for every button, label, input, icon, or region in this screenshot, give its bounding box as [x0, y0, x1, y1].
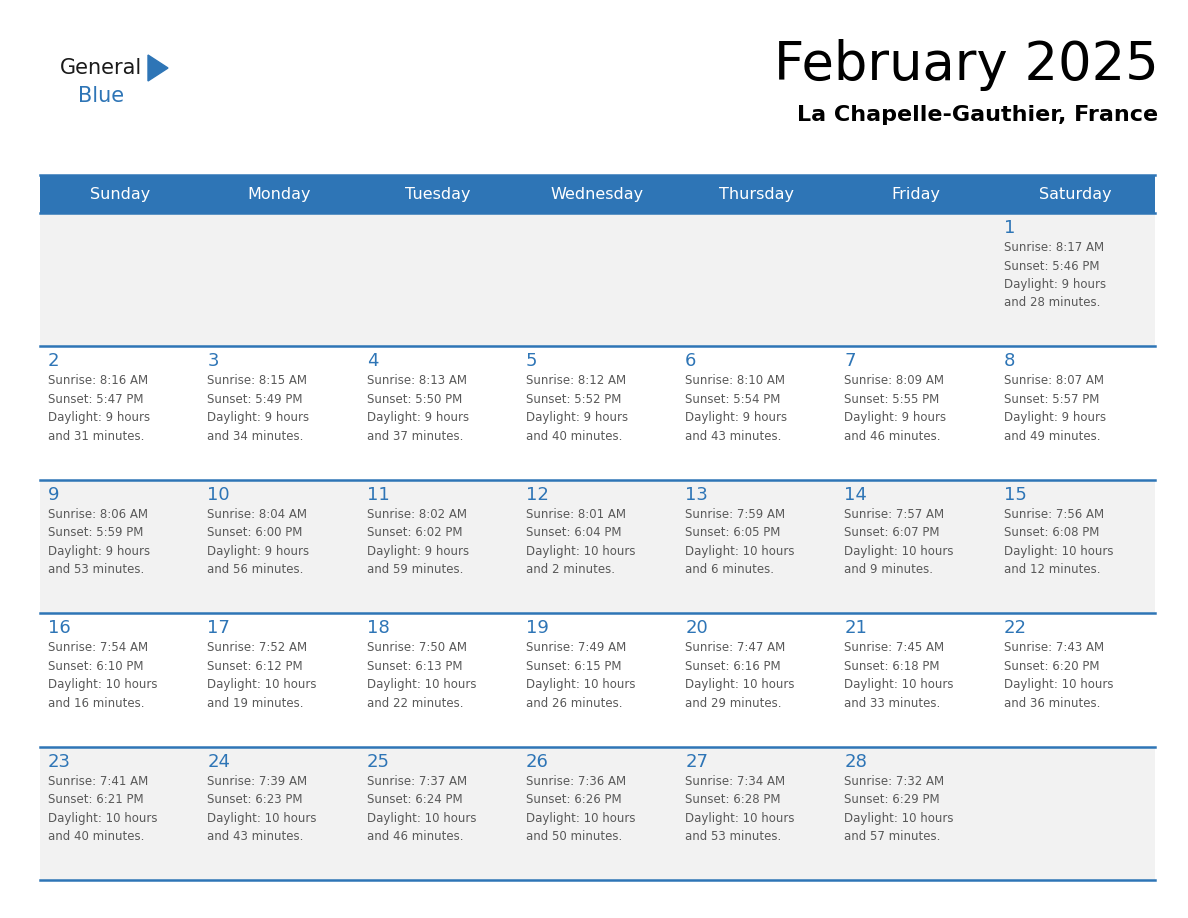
Text: Sunrise: 8:17 AM
Sunset: 5:46 PM
Daylight: 9 hours
and 28 minutes.: Sunrise: 8:17 AM Sunset: 5:46 PM Dayligh…	[1004, 241, 1106, 309]
Text: 5: 5	[526, 353, 537, 370]
Text: 1: 1	[1004, 219, 1015, 237]
Text: Sunrise: 7:37 AM
Sunset: 6:24 PM
Daylight: 10 hours
and 46 minutes.: Sunrise: 7:37 AM Sunset: 6:24 PM Dayligh…	[367, 775, 476, 843]
Text: Sunrise: 7:54 AM
Sunset: 6:10 PM
Daylight: 10 hours
and 16 minutes.: Sunrise: 7:54 AM Sunset: 6:10 PM Dayligh…	[48, 641, 158, 710]
Text: 19: 19	[526, 620, 549, 637]
Text: Sunrise: 7:57 AM
Sunset: 6:07 PM
Daylight: 10 hours
and 9 minutes.: Sunrise: 7:57 AM Sunset: 6:07 PM Dayligh…	[845, 508, 954, 577]
Text: 2: 2	[48, 353, 59, 370]
Text: Sunrise: 7:56 AM
Sunset: 6:08 PM
Daylight: 10 hours
and 12 minutes.: Sunrise: 7:56 AM Sunset: 6:08 PM Dayligh…	[1004, 508, 1113, 577]
Text: 9: 9	[48, 486, 59, 504]
Text: 3: 3	[207, 353, 219, 370]
Text: Sunrise: 8:15 AM
Sunset: 5:49 PM
Daylight: 9 hours
and 34 minutes.: Sunrise: 8:15 AM Sunset: 5:49 PM Dayligh…	[207, 375, 309, 442]
Text: 4: 4	[367, 353, 378, 370]
Text: Wednesday: Wednesday	[551, 186, 644, 201]
Text: Sunrise: 8:07 AM
Sunset: 5:57 PM
Daylight: 9 hours
and 49 minutes.: Sunrise: 8:07 AM Sunset: 5:57 PM Dayligh…	[1004, 375, 1106, 442]
Text: Sunrise: 7:50 AM
Sunset: 6:13 PM
Daylight: 10 hours
and 22 minutes.: Sunrise: 7:50 AM Sunset: 6:13 PM Dayligh…	[367, 641, 476, 710]
Bar	[40, 746, 1155, 880]
Text: 20: 20	[685, 620, 708, 637]
Text: Sunrise: 7:59 AM
Sunset: 6:05 PM
Daylight: 10 hours
and 6 minutes.: Sunrise: 7:59 AM Sunset: 6:05 PM Dayligh…	[685, 508, 795, 577]
Text: La Chapelle-Gauthier, France: La Chapelle-Gauthier, France	[797, 105, 1158, 125]
Text: Sunrise: 7:47 AM
Sunset: 6:16 PM
Daylight: 10 hours
and 29 minutes.: Sunrise: 7:47 AM Sunset: 6:16 PM Dayligh…	[685, 641, 795, 710]
Text: Sunrise: 7:34 AM
Sunset: 6:28 PM
Daylight: 10 hours
and 53 minutes.: Sunrise: 7:34 AM Sunset: 6:28 PM Dayligh…	[685, 775, 795, 843]
Text: General: General	[61, 58, 143, 78]
Text: 11: 11	[367, 486, 390, 504]
Text: Sunrise: 8:09 AM
Sunset: 5:55 PM
Daylight: 9 hours
and 46 minutes.: Sunrise: 8:09 AM Sunset: 5:55 PM Dayligh…	[845, 375, 947, 442]
Text: 26: 26	[526, 753, 549, 770]
Text: Tuesday: Tuesday	[405, 186, 470, 201]
Text: Saturday: Saturday	[1040, 186, 1112, 201]
Text: Sunrise: 8:13 AM
Sunset: 5:50 PM
Daylight: 9 hours
and 37 minutes.: Sunrise: 8:13 AM Sunset: 5:50 PM Dayligh…	[367, 375, 469, 442]
Text: 22: 22	[1004, 620, 1026, 637]
Text: 15: 15	[1004, 486, 1026, 504]
Text: Monday: Monday	[247, 186, 311, 201]
Text: 16: 16	[48, 620, 71, 637]
Polygon shape	[148, 55, 168, 81]
Text: Blue: Blue	[78, 86, 124, 106]
Text: 6: 6	[685, 353, 696, 370]
Bar	[40, 613, 1155, 746]
Text: 13: 13	[685, 486, 708, 504]
Text: 27: 27	[685, 753, 708, 770]
Text: Sunrise: 8:02 AM
Sunset: 6:02 PM
Daylight: 9 hours
and 59 minutes.: Sunrise: 8:02 AM Sunset: 6:02 PM Dayligh…	[367, 508, 469, 577]
Text: 7: 7	[845, 353, 855, 370]
Text: 21: 21	[845, 620, 867, 637]
Text: 12: 12	[526, 486, 549, 504]
Text: February 2025: February 2025	[773, 39, 1158, 91]
Text: Sunrise: 8:01 AM
Sunset: 6:04 PM
Daylight: 10 hours
and 2 minutes.: Sunrise: 8:01 AM Sunset: 6:04 PM Dayligh…	[526, 508, 636, 577]
Bar	[40, 213, 1155, 346]
Text: Sunrise: 8:06 AM
Sunset: 5:59 PM
Daylight: 9 hours
and 53 minutes.: Sunrise: 8:06 AM Sunset: 5:59 PM Dayligh…	[48, 508, 150, 577]
Text: 28: 28	[845, 753, 867, 770]
Text: Friday: Friday	[891, 186, 941, 201]
Text: 18: 18	[367, 620, 390, 637]
Text: 14: 14	[845, 486, 867, 504]
Text: Sunrise: 7:32 AM
Sunset: 6:29 PM
Daylight: 10 hours
and 57 minutes.: Sunrise: 7:32 AM Sunset: 6:29 PM Dayligh…	[845, 775, 954, 843]
Bar	[40, 346, 1155, 480]
Text: Sunrise: 7:36 AM
Sunset: 6:26 PM
Daylight: 10 hours
and 50 minutes.: Sunrise: 7:36 AM Sunset: 6:26 PM Dayligh…	[526, 775, 636, 843]
Text: Sunrise: 8:12 AM
Sunset: 5:52 PM
Daylight: 9 hours
and 40 minutes.: Sunrise: 8:12 AM Sunset: 5:52 PM Dayligh…	[526, 375, 628, 442]
Bar	[40, 480, 1155, 613]
Bar	[40, 175, 1155, 213]
Text: 17: 17	[207, 620, 230, 637]
Text: Sunrise: 7:45 AM
Sunset: 6:18 PM
Daylight: 10 hours
and 33 minutes.: Sunrise: 7:45 AM Sunset: 6:18 PM Dayligh…	[845, 641, 954, 710]
Text: Sunrise: 8:04 AM
Sunset: 6:00 PM
Daylight: 9 hours
and 56 minutes.: Sunrise: 8:04 AM Sunset: 6:00 PM Dayligh…	[207, 508, 309, 577]
Text: Sunrise: 7:41 AM
Sunset: 6:21 PM
Daylight: 10 hours
and 40 minutes.: Sunrise: 7:41 AM Sunset: 6:21 PM Dayligh…	[48, 775, 158, 843]
Text: Sunrise: 7:52 AM
Sunset: 6:12 PM
Daylight: 10 hours
and 19 minutes.: Sunrise: 7:52 AM Sunset: 6:12 PM Dayligh…	[207, 641, 317, 710]
Text: Sunrise: 7:39 AM
Sunset: 6:23 PM
Daylight: 10 hours
and 43 minutes.: Sunrise: 7:39 AM Sunset: 6:23 PM Dayligh…	[207, 775, 317, 843]
Text: 23: 23	[48, 753, 71, 770]
Text: Sunrise: 8:10 AM
Sunset: 5:54 PM
Daylight: 9 hours
and 43 minutes.: Sunrise: 8:10 AM Sunset: 5:54 PM Dayligh…	[685, 375, 788, 442]
Text: Thursday: Thursday	[719, 186, 795, 201]
Text: Sunrise: 8:16 AM
Sunset: 5:47 PM
Daylight: 9 hours
and 31 minutes.: Sunrise: 8:16 AM Sunset: 5:47 PM Dayligh…	[48, 375, 150, 442]
Text: 10: 10	[207, 486, 230, 504]
Text: 24: 24	[207, 753, 230, 770]
Text: Sunrise: 7:49 AM
Sunset: 6:15 PM
Daylight: 10 hours
and 26 minutes.: Sunrise: 7:49 AM Sunset: 6:15 PM Dayligh…	[526, 641, 636, 710]
Text: 8: 8	[1004, 353, 1015, 370]
Text: 25: 25	[367, 753, 390, 770]
Text: Sunrise: 7:43 AM
Sunset: 6:20 PM
Daylight: 10 hours
and 36 minutes.: Sunrise: 7:43 AM Sunset: 6:20 PM Dayligh…	[1004, 641, 1113, 710]
Text: Sunday: Sunday	[89, 186, 150, 201]
